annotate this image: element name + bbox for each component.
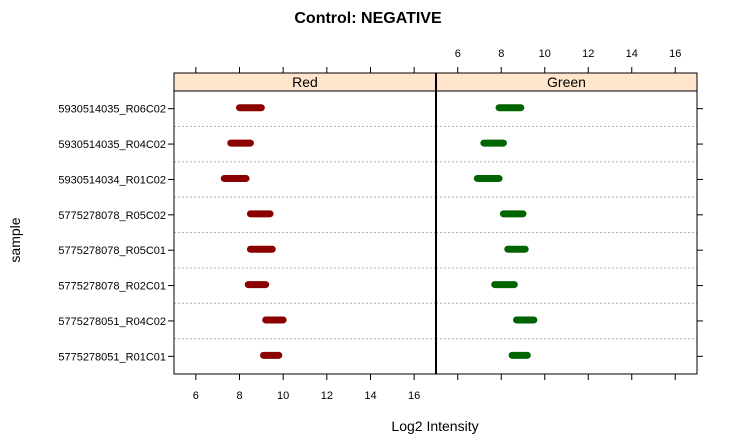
x-tick-label: 8 (236, 390, 242, 402)
x-tick-label: 12 (321, 390, 333, 402)
x-tick-label: 16 (408, 390, 420, 402)
x-tick-label-top: 8 (498, 48, 504, 60)
strip-background (436, 73, 697, 91)
y-axis-label: sample (7, 217, 23, 262)
strip-label: Red (292, 74, 318, 90)
y-tick-label: 5775278078_R02C01 (58, 281, 166, 293)
x-axis-label: Log2 Intensity (391, 418, 478, 434)
strip-background (174, 73, 436, 91)
y-tick-label: 5930514034_R01C02 (58, 174, 166, 186)
x-tick-label: 10 (277, 390, 289, 402)
y-tick-label: 5775278051_R01C01 (58, 351, 166, 363)
y-tick-label: 5930514035_R06C02 (58, 104, 166, 116)
x-tick-label-top: 6 (455, 48, 461, 60)
x-tick-label: 6 (193, 390, 199, 402)
chart-title: Control: NEGATIVE (294, 10, 442, 27)
x-tick-label-top: 16 (669, 48, 681, 60)
x-tick-label: 14 (364, 390, 376, 402)
plot-area: Red Green 5930514035_R06C02 5930514035_R04C… (58, 48, 703, 402)
y-tick-label: 5775278051_R04C02 (58, 316, 166, 328)
panel-green: Green (436, 73, 697, 359)
x-tick-label-top: 14 (626, 48, 638, 60)
x-tick-label-top: 10 (539, 48, 551, 60)
y-tick-label: 5775278078_R05C02 (58, 210, 166, 222)
x-tick-label-top: 12 (582, 48, 594, 60)
strip-label: Green (547, 74, 586, 90)
y-tick-label: 5775278078_R05C01 (58, 245, 166, 257)
panel-red: Red (174, 73, 436, 359)
y-tick-label: 5930514035_R04C02 (58, 139, 166, 151)
